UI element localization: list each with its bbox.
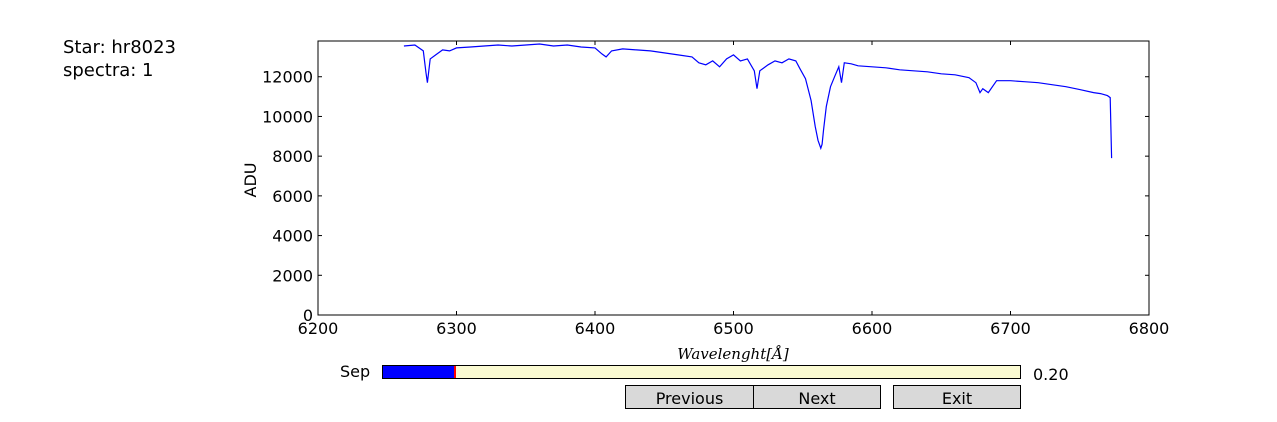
- y-axis-label: ADU: [241, 163, 260, 198]
- exit-button[interactable]: Exit: [893, 385, 1021, 409]
- spectra-number: spectra: 1: [63, 60, 154, 81]
- spectrum-plot: 6200 6300 6400 6500 6600 6700 6800 0 2000 4000 600…: [241, 40, 1169, 363]
- x-tick-label: 6400: [575, 319, 616, 338]
- star-name: Star: hr8023: [63, 37, 177, 58]
- sep-slider[interactable]: [382, 365, 1021, 379]
- y-tick-label: 2000: [272, 266, 313, 285]
- y-tick-label: 8000: [272, 147, 313, 166]
- sep-slider-handle[interactable]: [453, 366, 456, 378]
- star-info: Star: hr8023 spectra: 1: [63, 36, 176, 82]
- sep-slider-fill: [383, 366, 455, 378]
- x-tick-label: 6200: [298, 319, 339, 338]
- y-tick-label: 4000: [272, 227, 313, 246]
- plot-frame: [317, 40, 1150, 316]
- x-tick-label: 6500: [713, 319, 754, 338]
- axis-ticks: [317, 41, 1150, 316]
- axis-tick-labels: 6200 6300 6400 6500 6600 6700 6800 0 2000 4000 600…: [262, 68, 1169, 338]
- spectrum-line: [403, 43, 1113, 159]
- y-tick-label: 10000: [262, 107, 313, 126]
- previous-button[interactable]: Previous: [625, 385, 754, 409]
- y-tick-label: 12000: [262, 68, 313, 87]
- x-axis-label: Wavelenght[Å]: [677, 345, 789, 363]
- sep-slider-label: Sep: [340, 362, 371, 381]
- next-button[interactable]: Next: [753, 385, 881, 409]
- x-tick-label: 6800: [1129, 319, 1170, 338]
- x-tick-label: 6700: [990, 319, 1031, 338]
- x-tick-label: 6300: [436, 319, 477, 338]
- y-tick-label: 0: [303, 306, 313, 325]
- sep-slider-value: 0.20: [1033, 365, 1069, 384]
- x-tick-label: 6600: [852, 319, 893, 338]
- y-tick-label: 6000: [272, 187, 313, 206]
